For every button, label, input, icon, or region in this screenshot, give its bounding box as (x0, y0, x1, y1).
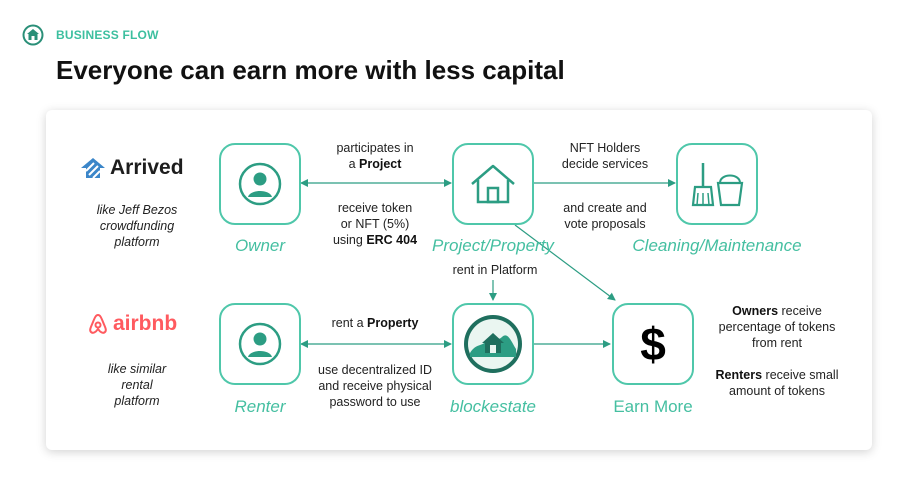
note-create-vote: and create and vote proposals (563, 201, 647, 231)
blockestate-logo-icon (464, 315, 522, 373)
note-rent-platform: rent in Platform (452, 263, 538, 277)
note-rent-property: rent a Property (331, 316, 419, 330)
airbnb-brand: airbnb (88, 312, 177, 336)
arrived-name: Arrived (110, 156, 184, 179)
note-participates: participates in a Project (336, 141, 414, 171)
blockestate-logo-icon (22, 24, 44, 46)
blockestate-node (452, 303, 534, 385)
project-label: Project/Property (432, 236, 554, 255)
renter-node (219, 303, 301, 385)
earn-node: $ (612, 303, 694, 385)
earn-label: Earn More (613, 397, 693, 416)
page-title: Everyone can earn more with less capital (56, 55, 565, 85)
note-receive-token: receive token or NFT (5%) using ERC 404 (332, 201, 418, 247)
note-nft-holders: NFT Holders decide services (561, 141, 649, 171)
note-decentralized: use decentralized ID and receive physica… (318, 363, 432, 409)
airbnb-name: airbnb (113, 312, 178, 335)
dollar-icon: $ (640, 318, 666, 370)
arrow-project-earn (514, 224, 616, 301)
arrived-logo-icon (81, 158, 105, 179)
airbnb-logo-icon (89, 313, 107, 334)
house-icon (471, 164, 515, 204)
project-node (452, 143, 534, 225)
cleaning-label: Cleaning/Maintenance (632, 236, 802, 255)
section-label: BUSINESS FLOW (56, 28, 159, 42)
arrived-note: like Jeff Bezos crowdfunding platform (96, 203, 178, 249)
cleaning-node (676, 143, 758, 225)
note-owners-receive: Owners receive percentage of tokens from… (718, 304, 836, 350)
broom-bucket-icon (691, 163, 744, 207)
user-icon (238, 322, 282, 366)
blockestate-label: blockestate (450, 397, 536, 416)
owner-node (219, 143, 301, 225)
airbnb-note: like similar rental platform (107, 362, 167, 408)
arrived-brand: Arrived (80, 156, 184, 180)
owner-label: Owner (234, 236, 286, 255)
renter-label: Renter (234, 397, 286, 416)
note-renters-receive: Renters receive small amount of tokens (715, 368, 839, 398)
user-icon (238, 162, 282, 206)
